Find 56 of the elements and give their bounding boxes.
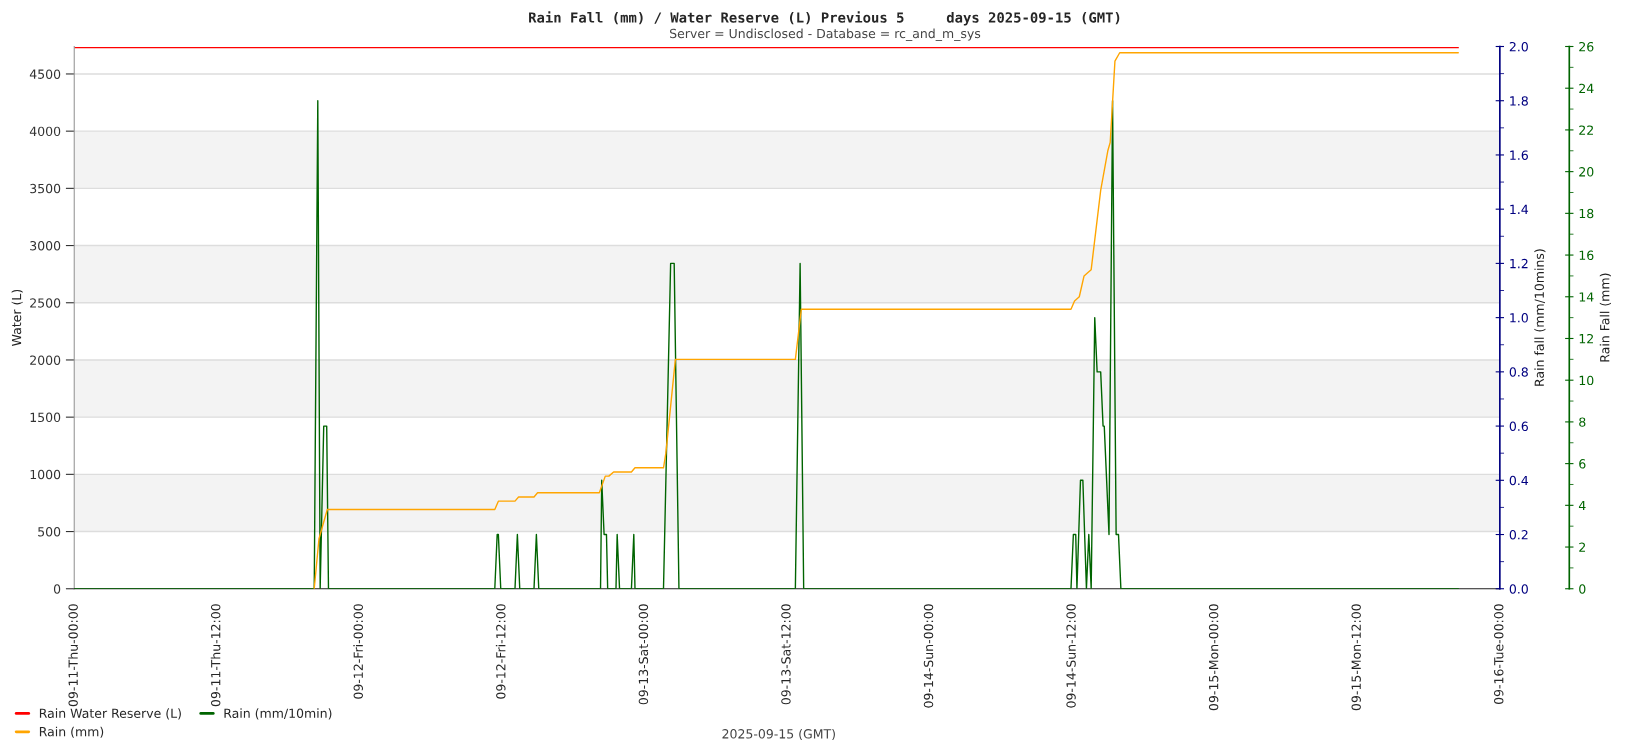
y3-tick-label: 26 bbox=[1579, 41, 1594, 52]
y-axis-title: Water (L) bbox=[11, 289, 23, 347]
chart-title: Rain Fall (mm) / Water Reserve (L) Previous 5 days 2025-09-15 (GMT) bbox=[529, 11, 1120, 26]
y3-tick-label: 8 bbox=[1579, 417, 1586, 427]
y3-tick-label: 24 bbox=[1579, 83, 1594, 93]
legend-label: Rain (mm) bbox=[39, 726, 104, 738]
legend-label: Rain Water Reserve (L) bbox=[39, 708, 181, 720]
y3-tick-label: 2 bbox=[1579, 542, 1586, 552]
y2-tick-label: 1.8 bbox=[1510, 96, 1528, 106]
y-tick-label: 2500 bbox=[30, 298, 61, 308]
y2-tick-label: 0.4 bbox=[1509, 475, 1529, 486]
y2-tick-label: 1.6 bbox=[1510, 150, 1528, 160]
y2-tick-label: 1.4 bbox=[1510, 204, 1529, 214]
y2-tick-label: 1.2 bbox=[1510, 258, 1528, 269]
y2-tick-label: 1.0 bbox=[1510, 313, 1528, 323]
x-tick-label: 09-12-Fri-12:00 bbox=[495, 604, 506, 699]
x-tick-label: 09-14-Sun-12:00 bbox=[1066, 604, 1076, 708]
y2-tick-label: 0.0 bbox=[1509, 584, 1528, 594]
x-tick-label: 09-13-Sat-00:00 bbox=[638, 604, 649, 705]
y2-tick-label: 2.0 bbox=[1509, 41, 1528, 52]
y-tick-label: 4500 bbox=[29, 69, 61, 79]
y-tick-label: 4000 bbox=[29, 126, 61, 137]
y-tick-label: 0 bbox=[53, 584, 61, 594]
y3-tick-label: 6 bbox=[1579, 459, 1586, 469]
y-tick-label: 500 bbox=[38, 527, 61, 537]
y3-tick-label: 0 bbox=[1579, 584, 1586, 594]
x-tick-label: 09-12-Fri-00:00 bbox=[353, 604, 363, 699]
x-tick-label: 09-11-Thu-12:00 bbox=[210, 604, 221, 707]
y3-axis-title: Rain Fall (mm) bbox=[1599, 273, 1611, 362]
y3-tick-label: 18 bbox=[1579, 208, 1594, 219]
y-tick-label: 2000 bbox=[30, 355, 61, 365]
y-tick-label: 1000 bbox=[30, 469, 61, 480]
x-axis-title: 2025-09-15 (GMT) bbox=[722, 728, 835, 741]
y3-tick-label: 14 bbox=[1579, 292, 1594, 302]
y3-tick-label: 12 bbox=[1579, 333, 1593, 344]
chart-subtitle: Server = Undisclosed - Database = rc_and_m_sys bbox=[670, 28, 981, 41]
y3-tick-label: 4 bbox=[1578, 500, 1586, 511]
y3-tick-label: 22 bbox=[1579, 125, 1593, 135]
x-tick-label: 09-13-Sat-12:00 bbox=[781, 604, 791, 705]
y3-tick-label: 10 bbox=[1579, 375, 1594, 386]
y3-tick-label: 16 bbox=[1579, 250, 1594, 260]
y-tick-label: 3500 bbox=[30, 183, 61, 194]
x-tick-label: 09-15-Mon-12:00 bbox=[1351, 604, 1361, 711]
y-tick-label: 3000 bbox=[30, 241, 61, 251]
y2-axis-title: Rain fall (mm/10mins) bbox=[1534, 249, 1546, 386]
y3-tick-label: 20 bbox=[1579, 167, 1594, 177]
y-tick-label: 1500 bbox=[30, 412, 61, 423]
x-tick-label: 09-14-Sun-00:00 bbox=[923, 604, 934, 708]
line-series bbox=[313, 52, 1459, 589]
x-tick-label: 09-16-Tue-00:00 bbox=[1494, 604, 1504, 705]
x-tick-label: 09-11-Thu-00:00 bbox=[68, 604, 78, 707]
y2-tick-label: 0.8 bbox=[1509, 367, 1528, 377]
y2-tick-label: 0.2 bbox=[1509, 530, 1528, 540]
y2-tick-label: 0.6 bbox=[1509, 421, 1528, 431]
x-tick-label: 09-15-Mon-00:00 bbox=[1208, 604, 1219, 711]
legend-label: Rain (mm/10min) bbox=[224, 708, 332, 720]
